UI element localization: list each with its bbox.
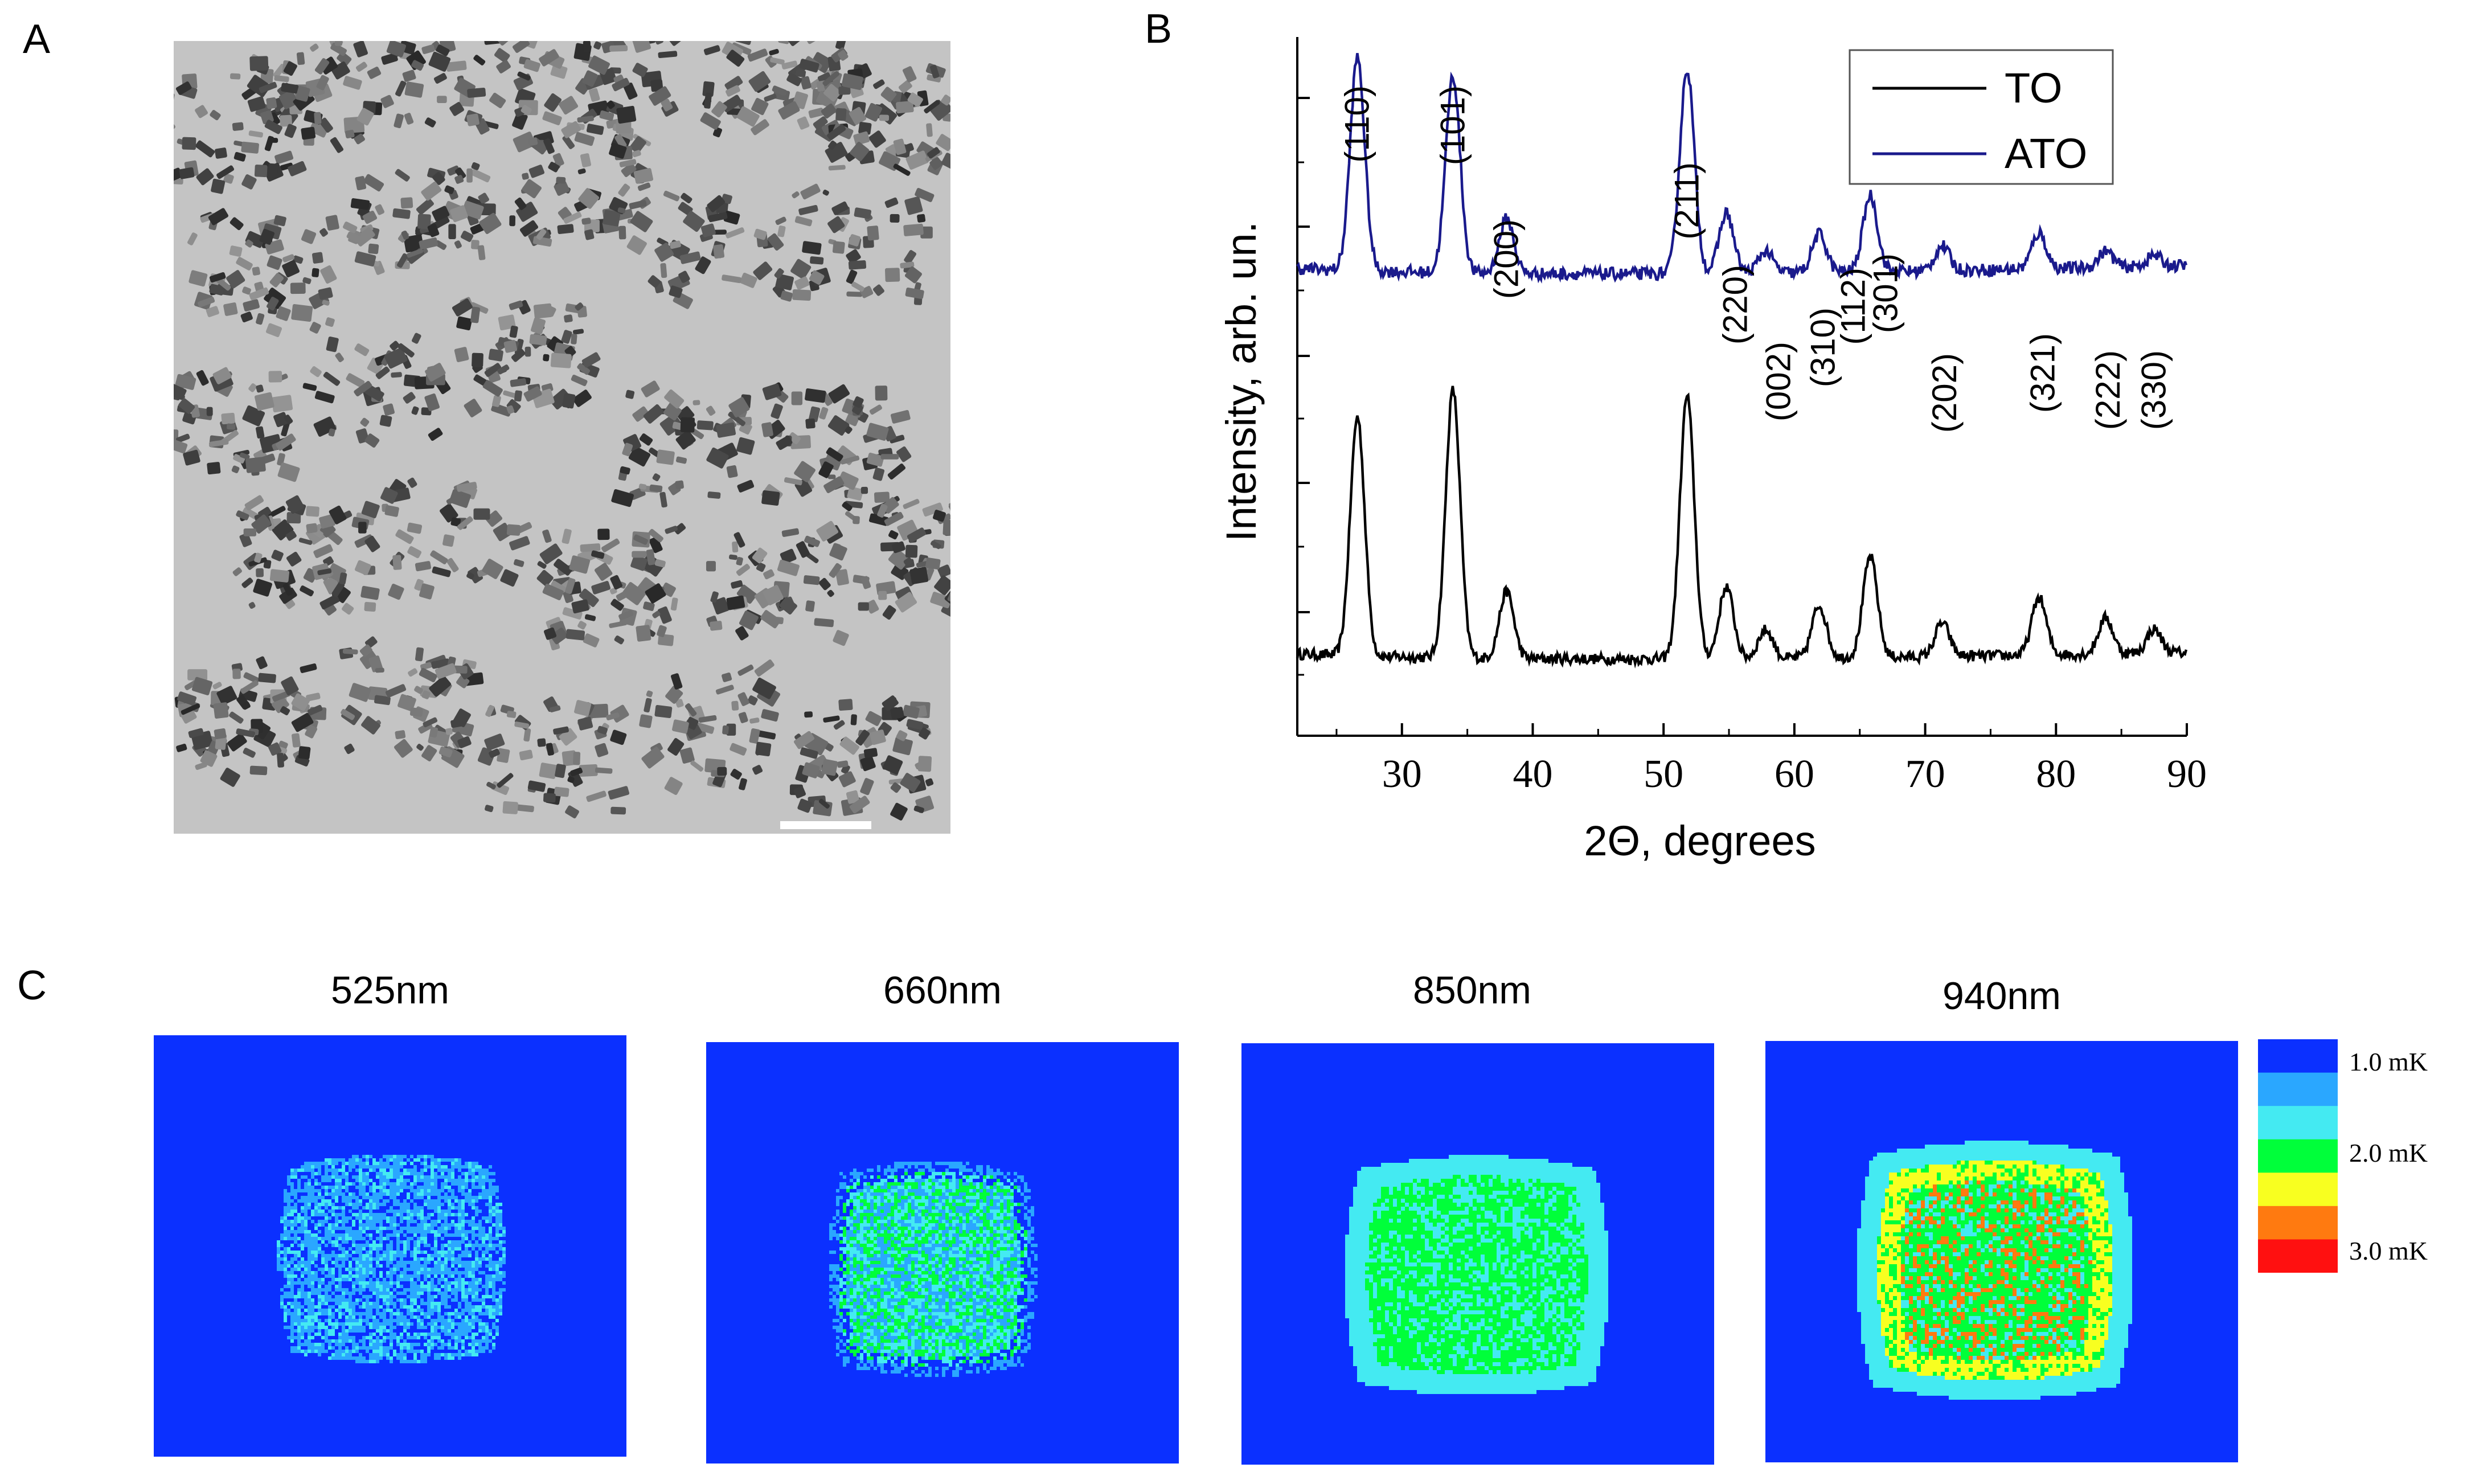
x-tick-label: 70 xyxy=(1905,752,1945,796)
colorbar-label-3: 3.0 mK xyxy=(2349,1236,2428,1265)
xrd-chart: 30 40 50 60 70 80 90 (110) (101) (200) (211) (220)… xyxy=(1218,37,2207,864)
legend: TO ATO xyxy=(1849,49,2114,185)
panel-label-c: C xyxy=(17,963,47,1009)
x-tick-label: 80 xyxy=(2036,752,2076,796)
peak-annotation: (110) xyxy=(1338,85,1376,163)
y-axis-label: Intensity, arb. un. xyxy=(1218,222,1265,542)
thermal-image-525 xyxy=(154,1035,626,1457)
thermal-title-940: 940nm xyxy=(1943,974,2061,1018)
legend-label-ato: ATO xyxy=(2005,130,2087,177)
peak-annotation: (301) xyxy=(1867,253,1905,333)
colorbar-swatch xyxy=(2258,1139,2338,1174)
tem-micrograph xyxy=(174,41,950,834)
thermal-map-940 xyxy=(1765,1041,2238,1462)
peak-annotation: (101) xyxy=(1433,85,1472,165)
x-tick-label: 90 xyxy=(2167,752,2207,796)
thermal-title-850: 850nm xyxy=(1413,969,1531,1012)
colorbar-swatch xyxy=(2258,1239,2338,1273)
peak-annotation: (002) xyxy=(1759,342,1797,421)
peak-annotation: (200) xyxy=(1487,219,1526,299)
thermal-map-660 xyxy=(706,1042,1179,1463)
x-tick-label: 30 xyxy=(1382,752,1422,796)
x-tick-label: 40 xyxy=(1513,752,1552,796)
legend-label-to: TO xyxy=(2005,64,2062,112)
peak-annotation: (330) xyxy=(2135,350,2173,430)
panel-label-b: B xyxy=(1145,6,1173,52)
peak-annotation: (112) xyxy=(1834,268,1872,345)
peak-annotation: (321) xyxy=(2023,333,2062,413)
x-tick-label: 60 xyxy=(1775,752,1814,796)
x-axis-label: 2Θ, degrees xyxy=(1584,817,1816,864)
panel-label-a: A xyxy=(23,17,51,62)
colorbar-swatch xyxy=(2258,1173,2338,1207)
thermal-image-850 xyxy=(1241,1043,1714,1465)
colorbar-swatch xyxy=(2258,1072,2338,1107)
colorbar-label-1: 1.0 mK xyxy=(2349,1047,2428,1076)
thermal-image-940 xyxy=(1765,1041,2238,1462)
peak-annotation: (211) xyxy=(1668,162,1706,240)
colorbar-swatch xyxy=(2258,1039,2338,1073)
colorbar-label-2: 2.0 mK xyxy=(2349,1138,2428,1167)
thermal-image-660 xyxy=(706,1042,1179,1463)
peak-annotation: (202) xyxy=(1925,353,1964,433)
thermal-map-525 xyxy=(154,1035,626,1457)
scale-bar xyxy=(780,821,871,829)
temperature-colorbar xyxy=(2258,1039,2338,1273)
thermal-map-850 xyxy=(1241,1043,1714,1465)
series-to-line xyxy=(1296,386,2188,669)
series-ato-line xyxy=(1296,53,2188,284)
colorbar-swatch xyxy=(2258,1106,2338,1140)
peak-annotation: (220) xyxy=(1716,265,1755,345)
thermal-title-525: 525nm xyxy=(331,969,449,1012)
peak-annotation: (310) xyxy=(1804,308,1842,387)
colorbar-swatch xyxy=(2258,1206,2338,1240)
peak-annotation: (222) xyxy=(2089,350,2127,430)
tem-particles xyxy=(174,41,950,834)
x-tick-label: 50 xyxy=(1644,752,1683,796)
thermal-title-660: 660nm xyxy=(883,969,1002,1012)
